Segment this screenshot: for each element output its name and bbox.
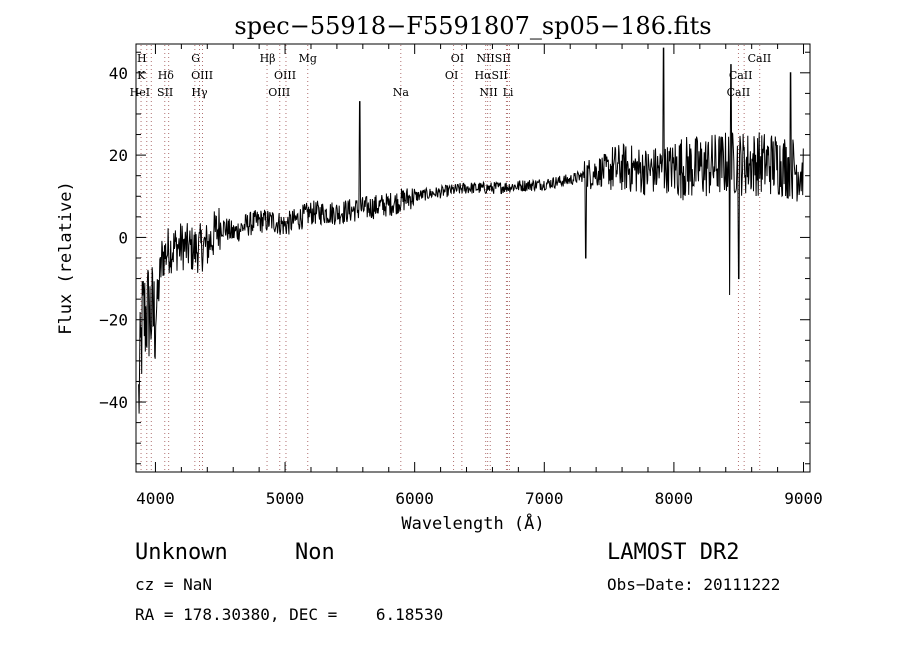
marker-label: Hβ bbox=[260, 52, 276, 65]
object-subclass: Non bbox=[295, 540, 335, 565]
marker-label: SII bbox=[157, 86, 173, 99]
object-class: Unknown bbox=[135, 540, 228, 565]
plot-frame bbox=[135, 43, 811, 473]
marker-label: Hγ bbox=[191, 86, 208, 99]
x-tick-label: 5000 bbox=[266, 489, 305, 508]
line-markers bbox=[140, 45, 761, 471]
marker-label: H bbox=[137, 52, 147, 65]
x-tick-label: 9000 bbox=[784, 489, 823, 508]
x-axis: 4000 5000 6000 7000 8000 9000 bbox=[136, 44, 823, 508]
marker-label: CaII bbox=[748, 52, 772, 65]
redshift-cz: cz = NaN bbox=[135, 575, 213, 594]
y-tick-label: 20 bbox=[109, 146, 128, 165]
y-axis-label: Flux (relative) bbox=[56, 181, 76, 335]
x-tick-label: 6000 bbox=[395, 489, 434, 508]
spectrum-series bbox=[138, 47, 804, 414]
x-tick-label: 4000 bbox=[136, 489, 175, 508]
marker-label: OIII bbox=[191, 69, 213, 82]
marker-label: OI bbox=[445, 69, 458, 82]
survey-name: LAMOST DR2 bbox=[607, 540, 740, 565]
x-tick-label: 7000 bbox=[525, 489, 564, 508]
marker-label: NII bbox=[479, 86, 497, 99]
marker-label: CaII bbox=[727, 86, 751, 99]
y-tick-label: −20 bbox=[99, 311, 128, 330]
coordinates: RA = 178.30380, DEC = 6.18530 bbox=[135, 605, 444, 624]
y-axis: −40 −20 0 20 40 bbox=[99, 51, 810, 465]
x-tick-label: 8000 bbox=[655, 489, 694, 508]
y-tick-label: 0 bbox=[118, 228, 128, 247]
marker-label: Li bbox=[503, 86, 514, 99]
spectrum-line bbox=[138, 47, 804, 414]
marker-label: OIII bbox=[274, 69, 296, 82]
marker-label: OIII bbox=[268, 86, 290, 99]
marker-label: CaII bbox=[729, 69, 753, 82]
spectrum-chart: spec−55918−F5591807_sp05−186.fits H G Hβ Mg… bbox=[56, 12, 823, 534]
marker-label: G bbox=[191, 52, 200, 65]
y-tick-label: −40 bbox=[99, 393, 128, 412]
marker-label: Na bbox=[393, 86, 410, 99]
marker-label: HeI bbox=[130, 86, 150, 99]
y-tick-label: 40 bbox=[109, 64, 128, 83]
marker-label: K bbox=[137, 69, 146, 82]
chart-title: spec−55918−F5591807_sp05−186.fits bbox=[234, 12, 711, 40]
x-axis-label: Wavelength (Å) bbox=[401, 512, 544, 534]
marker-label: NIISII bbox=[476, 52, 511, 65]
marker-label: Mg bbox=[299, 52, 317, 65]
marker-label: OI bbox=[451, 52, 464, 65]
marker-label: HαSII bbox=[475, 69, 508, 82]
obs-date: Obs−Date: 20111222 bbox=[607, 575, 781, 594]
marker-label: Hδ bbox=[158, 69, 175, 82]
